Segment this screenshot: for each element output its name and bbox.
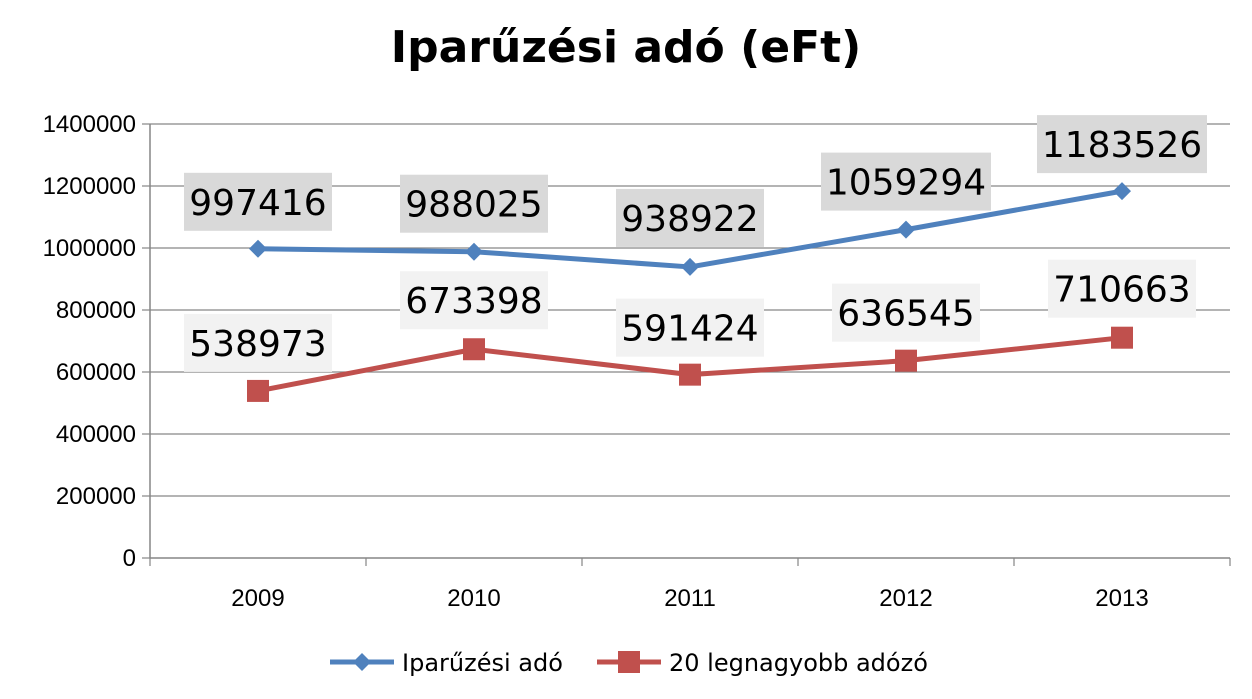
- data-point-marker: [1113, 182, 1131, 201]
- x-tick-label: 2013: [1095, 585, 1148, 612]
- data-point-marker: [465, 242, 483, 261]
- data-label-box: [1037, 115, 1207, 174]
- data-label-box: [184, 313, 332, 372]
- data-label: 1059294: [826, 163, 986, 204]
- data-point-marker: [897, 220, 915, 239]
- series-lines: [247, 182, 1133, 402]
- x-tick-label: 2011: [664, 585, 716, 612]
- y-tick-label: 1200000: [43, 173, 136, 200]
- data-point-marker: [463, 338, 485, 361]
- data-label-box: [821, 152, 991, 211]
- x-axis-ticks: 2009 2010 2011 2012 2013: [149, 558, 1231, 612]
- y-tick-label: 400000: [56, 421, 136, 448]
- y-tick-label: 1000000: [43, 235, 136, 262]
- data-label: 538973: [189, 324, 326, 365]
- y-tick-label: 1400000: [43, 111, 136, 138]
- legend: Iparűzési adó 20 legnagyobb adózó: [330, 649, 928, 677]
- data-label-box: [184, 172, 332, 231]
- data-label-box: [616, 298, 764, 357]
- data-point-marker: [895, 349, 917, 372]
- data-labels: 997416 988025 938922 1059294 1183526 538973 67…: [184, 115, 1207, 372]
- data-point-marker: [681, 257, 699, 276]
- data-label: 591424: [621, 309, 758, 350]
- data-label: 710663: [1053, 270, 1190, 311]
- data-label-box: [1048, 259, 1196, 318]
- legend-label: Iparűzési adó: [402, 649, 563, 677]
- legend-label: 20 legnagyobb adózó: [669, 649, 928, 677]
- data-label: 673398: [405, 281, 542, 322]
- x-tick-label: 2012: [879, 585, 932, 612]
- legend-marker: [353, 653, 371, 671]
- y-tick-label: 200000: [56, 483, 136, 510]
- data-label: 1183526: [1042, 125, 1202, 166]
- data-label-box: [400, 174, 548, 233]
- data-label: 988025: [405, 185, 542, 226]
- data-label: 997416: [189, 183, 326, 224]
- data-label: 938922: [621, 199, 758, 240]
- data-label-box: [400, 271, 548, 330]
- x-tick-label: 2009: [231, 585, 284, 612]
- axes: [149, 124, 1230, 559]
- data-label-box: [832, 283, 980, 342]
- data-label-box: [616, 188, 764, 247]
- data-point-marker: [679, 363, 701, 386]
- data-point-marker: [1111, 326, 1133, 349]
- y-axis-ticks: 0 200000 400000 600000 800000 1000000 1200000 1…: [43, 111, 150, 572]
- data-point-marker: [247, 379, 269, 402]
- y-tick-label: 800000: [56, 297, 136, 324]
- y-tick-label: 0: [123, 545, 136, 572]
- legend-marker: [618, 651, 640, 673]
- data-point-marker: [249, 239, 267, 258]
- y-tick-label: 600000: [56, 359, 136, 386]
- x-tick-label: 2010: [447, 585, 500, 612]
- data-label: 636545: [837, 294, 974, 335]
- chart-title: Iparűzési adó (eFt): [390, 22, 862, 73]
